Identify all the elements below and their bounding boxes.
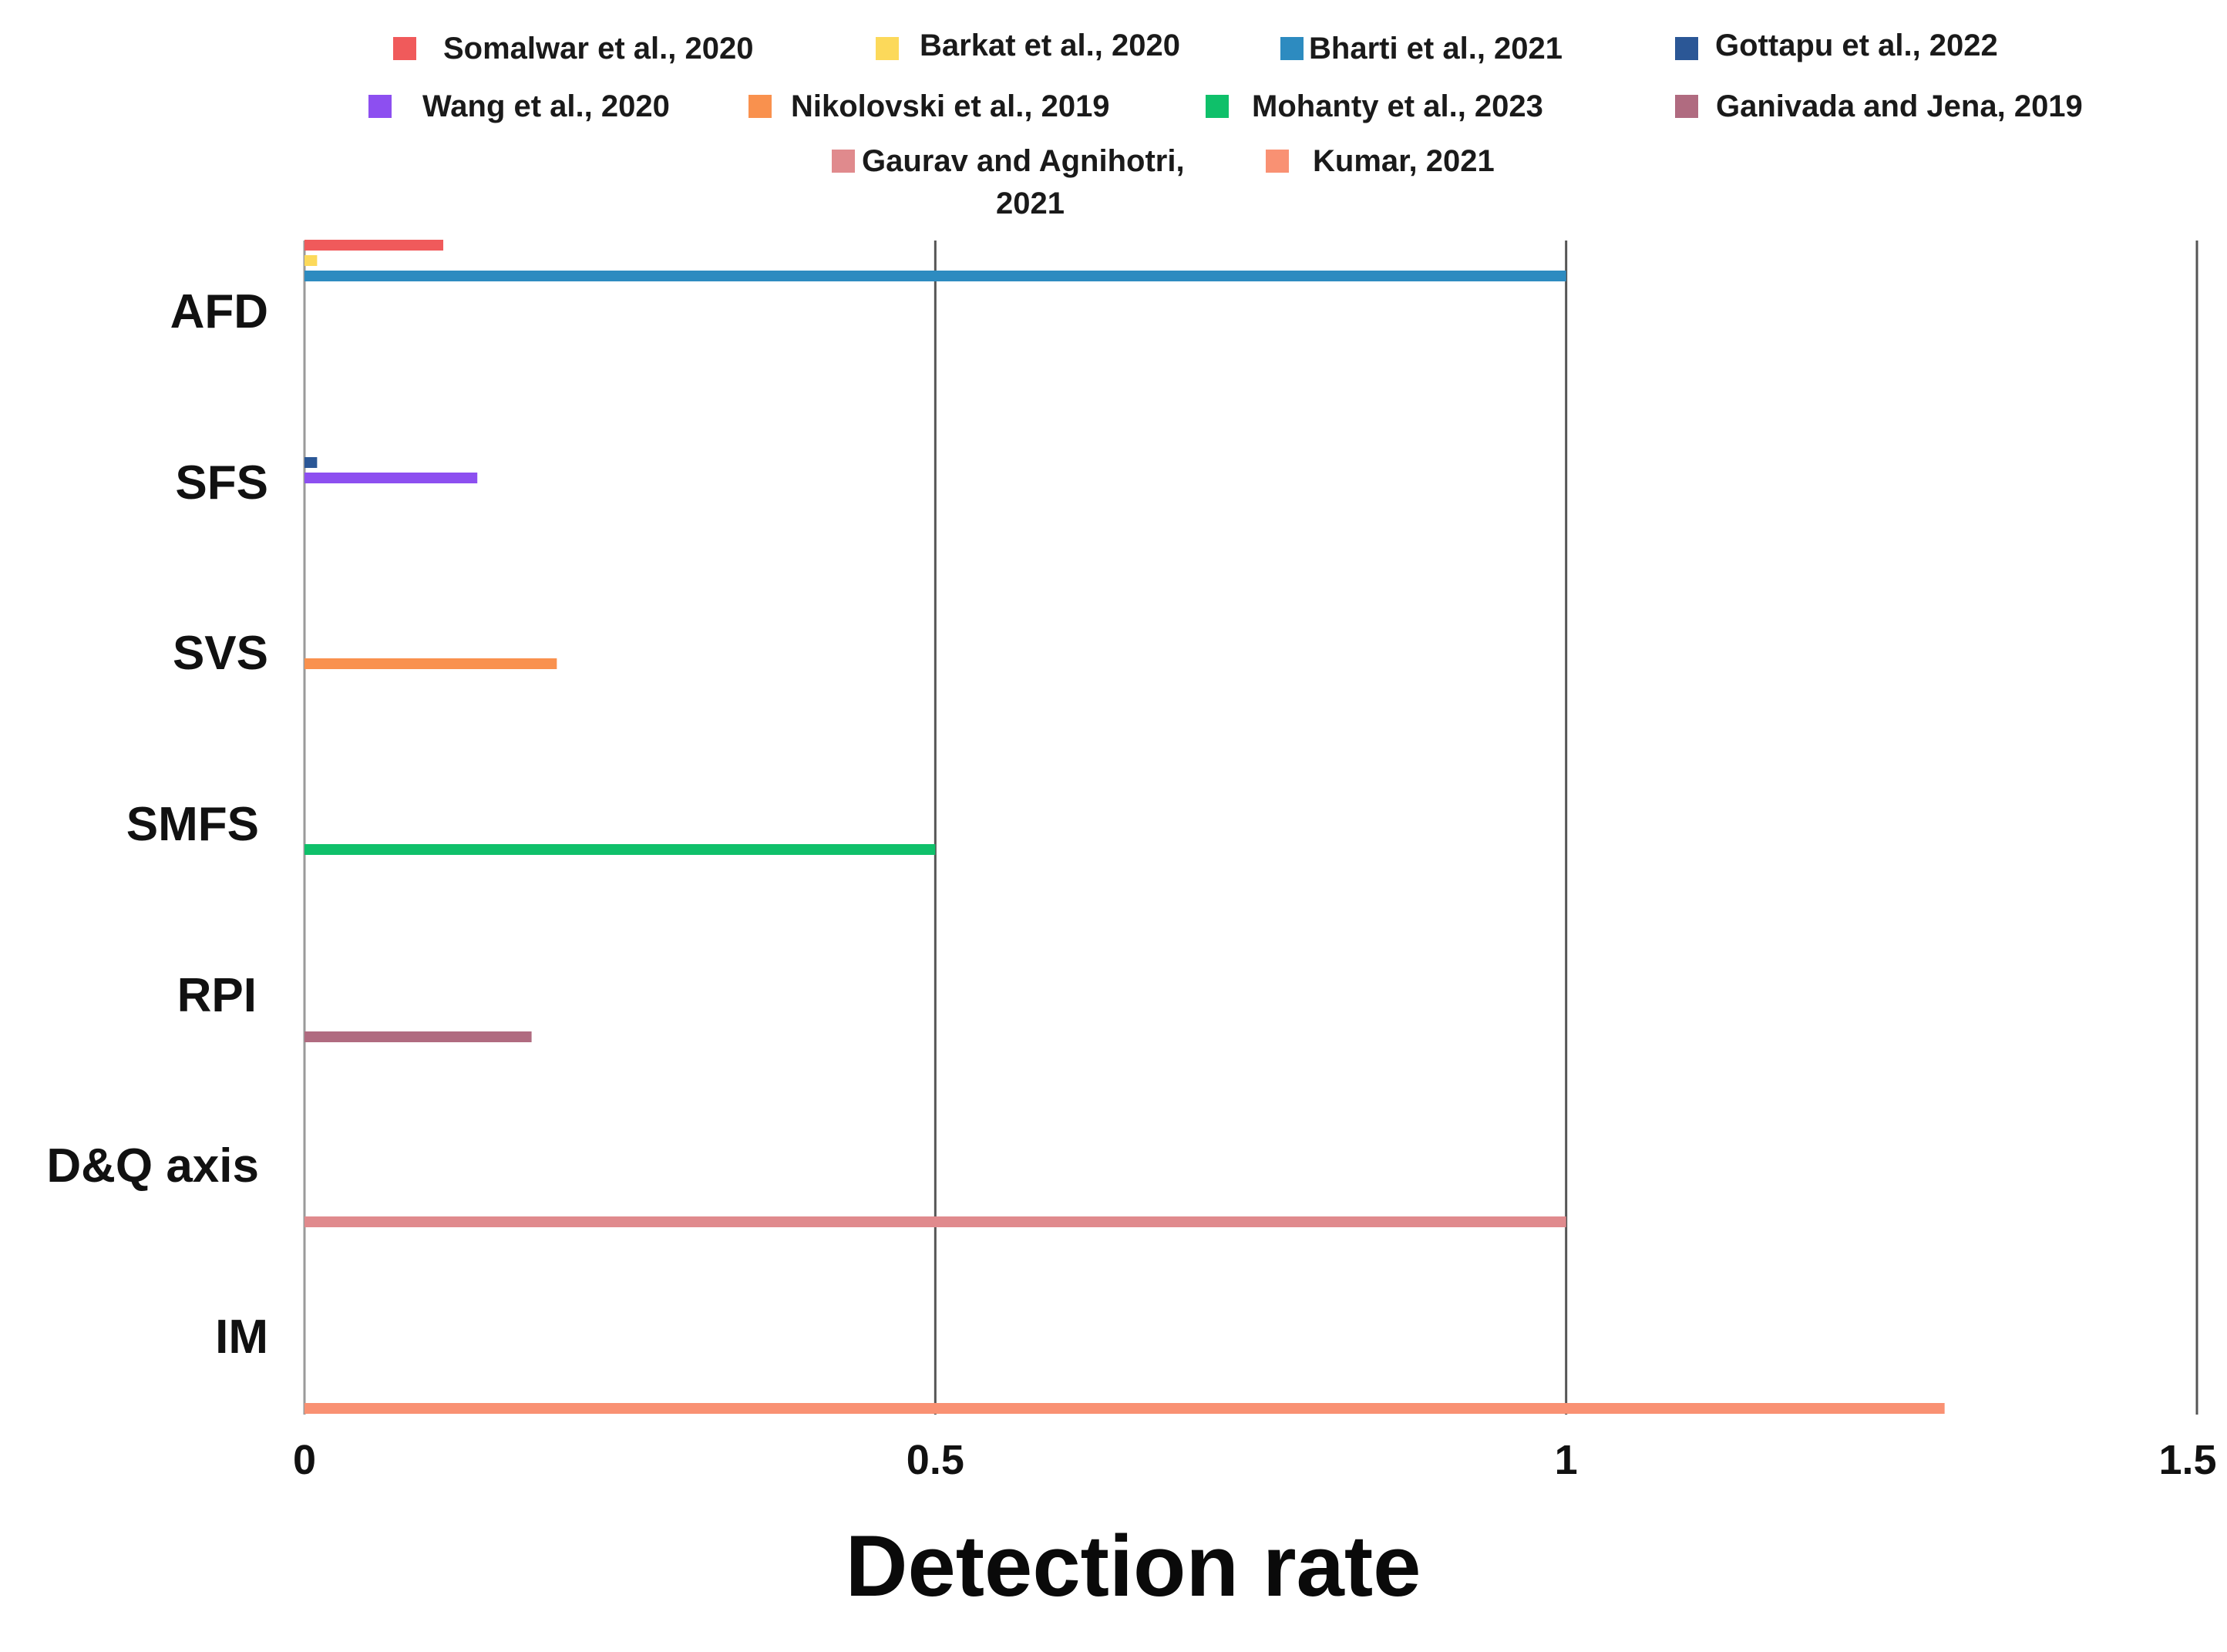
legend-item-wang-et-al-2020: Wang et al., 2020 bbox=[368, 89, 670, 123]
legend-swatch bbox=[1675, 95, 1698, 118]
legend-item-gottapu-et-al-2022: Gottapu et al., 2022 bbox=[1675, 29, 1998, 62]
legend-item-bharti-et-al-2021: Bharti et al., 2021 bbox=[1280, 32, 1563, 66]
category-label-afd: AFD bbox=[170, 285, 268, 338]
x-tick-label-0-5: 0.5 bbox=[907, 1437, 964, 1483]
legend-swatch bbox=[749, 95, 772, 118]
legend-item-barkat-et-al-2020: Barkat et al., 2020 bbox=[876, 29, 1180, 62]
x-tick-label-1-5: 1.5 bbox=[2158, 1437, 2216, 1483]
legend-swatch bbox=[1266, 150, 1289, 173]
bar-sfs-gottapu-et-al-2022 bbox=[304, 457, 318, 468]
bar-im-kumar-2021 bbox=[304, 1403, 1945, 1414]
legend-item-gaurav-and-agnihotri-2021: Gaurav and Agnihotri, 2021 bbox=[832, 144, 1185, 220]
bars bbox=[304, 240, 1945, 1414]
category-label-smfs: SMFS bbox=[126, 798, 259, 851]
bar-rpi-ganivada-and-jena-2019 bbox=[304, 1031, 532, 1042]
category-label-sfs: SFS bbox=[175, 456, 268, 510]
bar-sfs-wang-et-al-2020 bbox=[304, 473, 478, 483]
legend-swatch bbox=[1280, 37, 1304, 60]
legend-label: Wang et al., 2020 bbox=[422, 89, 670, 123]
legend-swatch bbox=[1675, 37, 1698, 60]
bar-afd-somalwar-et-al-2020 bbox=[304, 240, 444, 251]
category-labels: AFD SFS SVS SMFS RPI D&Q axis IM bbox=[46, 285, 268, 1364]
category-label-d-q-axis: D&Q axis bbox=[46, 1139, 259, 1193]
legend-label: Mohanty et al., 2023 bbox=[1252, 89, 1543, 123]
legend-label: Bharti et al., 2021 bbox=[1309, 32, 1563, 66]
legend-label: Ganivada and Jena, 2019 bbox=[1716, 89, 2083, 123]
gridlines bbox=[303, 241, 2198, 1415]
legend-swatch bbox=[832, 150, 855, 173]
legend-item-nikolovski-et-al-2019: Nikolovski et al., 2019 bbox=[749, 89, 1110, 123]
legend-swatch bbox=[368, 95, 392, 118]
bar-afd-barkat-et-al-2020 bbox=[304, 255, 318, 266]
legend-item-ganivada-and-jena-2019: Ganivada and Jena, 2019 bbox=[1675, 89, 2083, 123]
category-label-rpi: RPI bbox=[177, 969, 257, 1022]
category-label-svs: SVS bbox=[173, 627, 268, 680]
x-tick-label-0: 0 bbox=[293, 1437, 316, 1483]
legend-label: Gaurav and Agnihotri, 2021 bbox=[862, 144, 1185, 220]
bar-smfs-mohanty-et-al-2023 bbox=[304, 844, 936, 855]
bar-afd-bharti-et-al-2021 bbox=[304, 271, 1566, 281]
x-axis-title: Detection rate bbox=[846, 1518, 1421, 1614]
category-label-im: IM bbox=[215, 1310, 268, 1364]
legend-swatch bbox=[1206, 95, 1229, 118]
legend-label: Somalwar et al., 2020 bbox=[443, 32, 753, 66]
legend-label: Barkat et al., 2020 bbox=[920, 29, 1180, 62]
legend-item-kumar-2021: Kumar, 2021 bbox=[1266, 144, 1495, 178]
legend-item-somalwar-et-al-2020: Somalwar et al., 2020 bbox=[393, 32, 753, 66]
bar-d-q-axis-gaurav-and-agnihotri-2021 bbox=[304, 1216, 1566, 1227]
legend: Somalwar et al., 2020 Barkat et al., 2020… bbox=[368, 29, 2083, 220]
legend-label: Kumar, 2021 bbox=[1313, 144, 1495, 178]
legend-label: Gottapu et al., 2022 bbox=[1715, 29, 1998, 62]
x-tick-labels: 0 0.5 1 1.5 bbox=[293, 1437, 2217, 1483]
legend-item-mohanty-et-al-2023: Mohanty et al., 2023 bbox=[1206, 89, 1543, 123]
bar-svs-nikolovski-et-al-2019 bbox=[304, 658, 557, 669]
legend-swatch bbox=[393, 37, 416, 60]
x-tick-label-1: 1 bbox=[1555, 1437, 1578, 1483]
legend-swatch bbox=[876, 37, 899, 60]
legend-label: Nikolovski et al., 2019 bbox=[791, 89, 1110, 123]
